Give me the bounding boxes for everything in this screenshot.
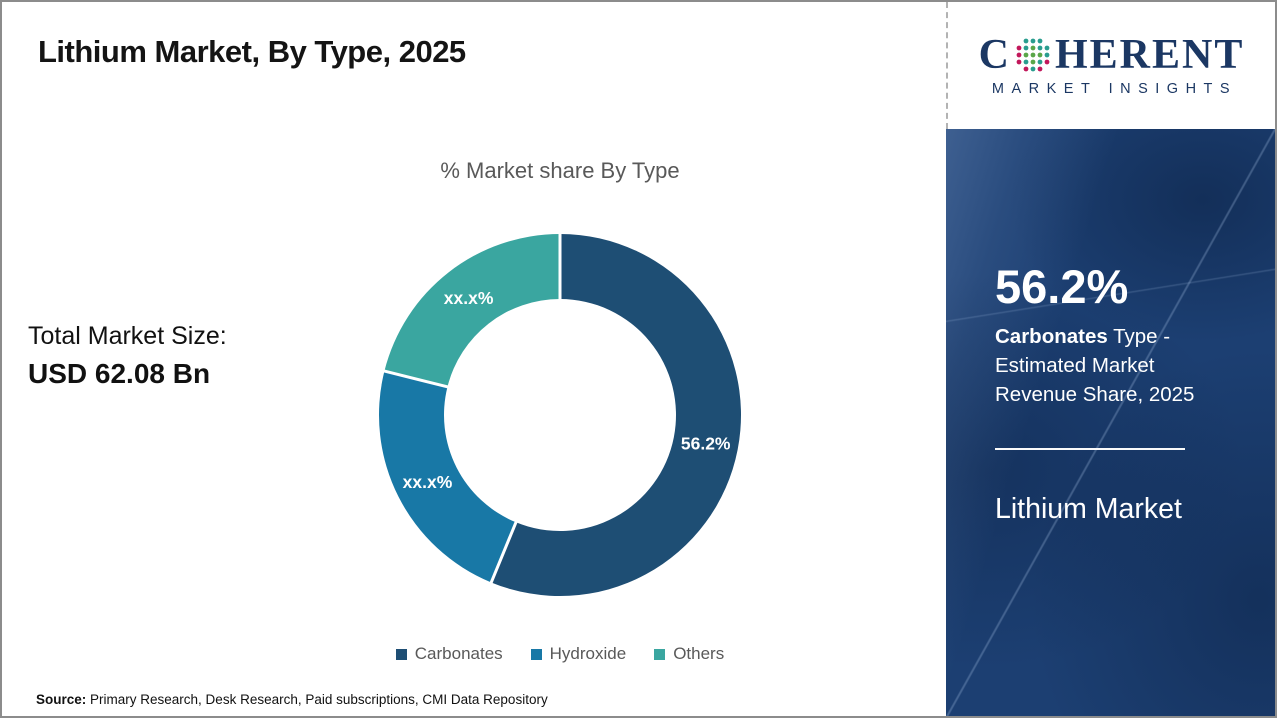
donut-chart: 56.2% xx.x% xx.x%: [370, 225, 750, 605]
chart-title: % Market share By Type: [440, 158, 680, 183]
donut-slice-hydroxide: [379, 371, 516, 583]
total-market-size-label: Total Market Size:: [28, 322, 227, 350]
legend-swatch-icon: [395, 648, 407, 660]
coherent-logo: C HERENT: [979, 34, 1245, 76]
source-line: Source: Primary Research, Desk Research,…: [36, 692, 548, 707]
legend-item-others: Others: [654, 644, 724, 664]
sidebar-market-title: Lithium Market: [995, 493, 1182, 525]
legend-swatch-icon: [654, 648, 666, 660]
donut-slice-carbonates: [491, 234, 742, 596]
logo-tagline: MARKET INSIGHTS: [991, 81, 1238, 97]
logo-panel: C HERENT MARKET INSIGHTS: [946, 2, 1275, 129]
donut-slice-others: [384, 234, 560, 387]
slice-separator: [489, 520, 518, 584]
highlight-sidebar: 56.2% Carbonates Type - Estimated Market…: [946, 129, 1275, 718]
source-label: Source:: [36, 692, 87, 707]
slice-separator: [383, 369, 449, 389]
chart-legend: Carbonates Hydroxide Others: [300, 644, 820, 664]
total-market-size-value: USD 62.08 Bn: [28, 358, 211, 389]
coherent-globe-icon: [1016, 38, 1050, 72]
legend-label: Carbonates: [414, 644, 503, 663]
sidebar-stat-description: Carbonates Type - Estimated Market Reven…: [995, 322, 1237, 409]
slice-label-others: xx.x%: [444, 288, 494, 308]
legend-label: Others: [673, 644, 725, 663]
sidebar-stat-category: Carbonates: [995, 325, 1108, 348]
logo-word-rest: HERENT: [1054, 32, 1245, 78]
sidebar-stat-value: 56.2%: [995, 260, 1129, 313]
total-market-size-block: Total Market Size: USD 62.08 Bn: [28, 322, 227, 390]
slice-label-hydroxide: xx.x%: [403, 472, 453, 492]
legend-item-hydroxide: Hydroxide: [530, 644, 627, 664]
sidebar-divider: [995, 448, 1185, 450]
sidebar-stat-rest: Type - Estimated Market Revenue Share, 2…: [995, 325, 1195, 406]
legend-label: Hydroxide: [549, 644, 627, 663]
slice-label-carbonates: 56.2%: [681, 434, 731, 454]
source-text: Primary Research, Desk Research, Paid su…: [90, 692, 548, 707]
logo-letter-c: C: [978, 32, 1011, 78]
legend-swatch-icon: [530, 648, 542, 660]
page-title: Lithium Market, By Type, 2025: [38, 34, 466, 69]
legend-item-carbonates: Carbonates: [395, 644, 503, 664]
